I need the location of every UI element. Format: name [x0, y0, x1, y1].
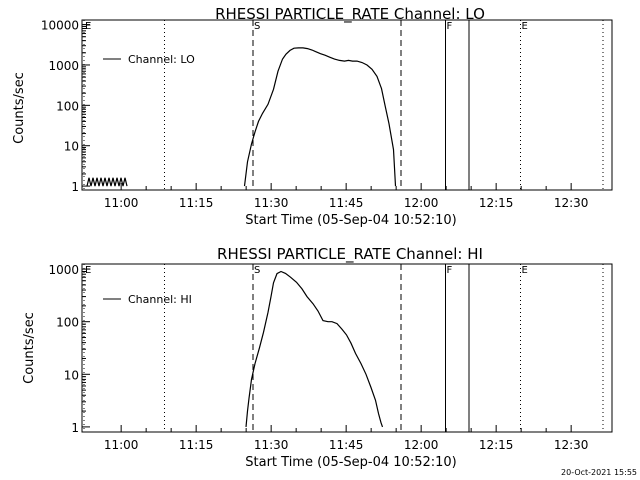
y-tick-label: 100 — [56, 316, 79, 330]
event-marker-label: S — [254, 265, 260, 276]
x-tick-label: 11:00 — [104, 438, 139, 452]
y-tick-label: 1 — [71, 180, 79, 194]
y-tick-label: 1000 — [48, 59, 79, 73]
y-tick-label: 1000 — [48, 263, 79, 277]
plot-marks: 1 10 100 1000 10000 11:00 11:15 11:30 11:45 12:00… — [41, 19, 604, 210]
y-tick-label: 1 — [71, 421, 79, 435]
x-tick-label: 12:30 — [554, 196, 589, 210]
y-axis-label: Counts/sec — [12, 72, 27, 144]
x-tick-label: 12:15 — [479, 196, 514, 210]
series-line — [86, 177, 128, 187]
series-line — [245, 270, 384, 428]
x-axis-label: Start Time (05-Sep-04 10:52:10) — [245, 213, 456, 228]
hi-channel-panel: RHESSI PARTICLE_RATE Channel: HI Start T… — [22, 245, 613, 470]
x-tick-label: 12:00 — [404, 196, 439, 210]
chart-title: RHESSI PARTICLE_RATE Channel: LO — [215, 5, 485, 24]
x-tick-label: 11:45 — [329, 196, 364, 210]
x-tick-label: 12:00 — [404, 438, 439, 452]
plot-frame — [81, 263, 613, 433]
generation-timestamp: 20-Oct-2021 15:55 — [561, 468, 637, 477]
y-axis-label: Counts/sec — [22, 312, 37, 384]
legend-label: Channel: HI — [128, 293, 192, 306]
event-marker-label: E — [522, 265, 528, 276]
y-tick-label: 10000 — [41, 19, 79, 33]
x-tick-label: 11:00 — [104, 196, 139, 210]
event-marker-label: E — [522, 21, 528, 32]
y-tick-label: 10 — [64, 368, 79, 382]
x-tick-label: 11:30 — [254, 196, 289, 210]
x-tick-label: 12:15 — [479, 438, 514, 452]
x-tick-label: 11:15 — [179, 438, 214, 452]
x-tick-label: 11:15 — [179, 196, 214, 210]
event-marker-label: F — [447, 21, 453, 32]
x-tick-label: 11:45 — [329, 438, 364, 452]
plot-frame — [81, 19, 613, 191]
event-marker-label: E — [85, 265, 91, 276]
plot-marks: 1 10 100 1000 11:00 11:15 11:30 11:45 12:00 12:15… — [48, 263, 604, 452]
event-marker-label: F — [447, 265, 453, 276]
series-line — [243, 47, 397, 187]
x-tick-label: 12:30 — [554, 438, 589, 452]
event-marker-label: S — [254, 21, 260, 32]
x-axis-label: Start Time (05-Sep-04 10:52:10) — [245, 455, 456, 470]
legend-label: Channel: LO — [128, 53, 195, 66]
y-tick-label: 100 — [56, 99, 79, 113]
chart-title: RHESSI PARTICLE_RATE Channel: HI — [217, 245, 483, 264]
y-tick-label: 10 — [64, 140, 79, 154]
lo-channel-panel: RHESSI PARTICLE_RATE Channel: LO Start T… — [12, 5, 613, 228]
event-marker-label: E — [85, 21, 91, 32]
x-tick-label: 11:30 — [254, 438, 289, 452]
